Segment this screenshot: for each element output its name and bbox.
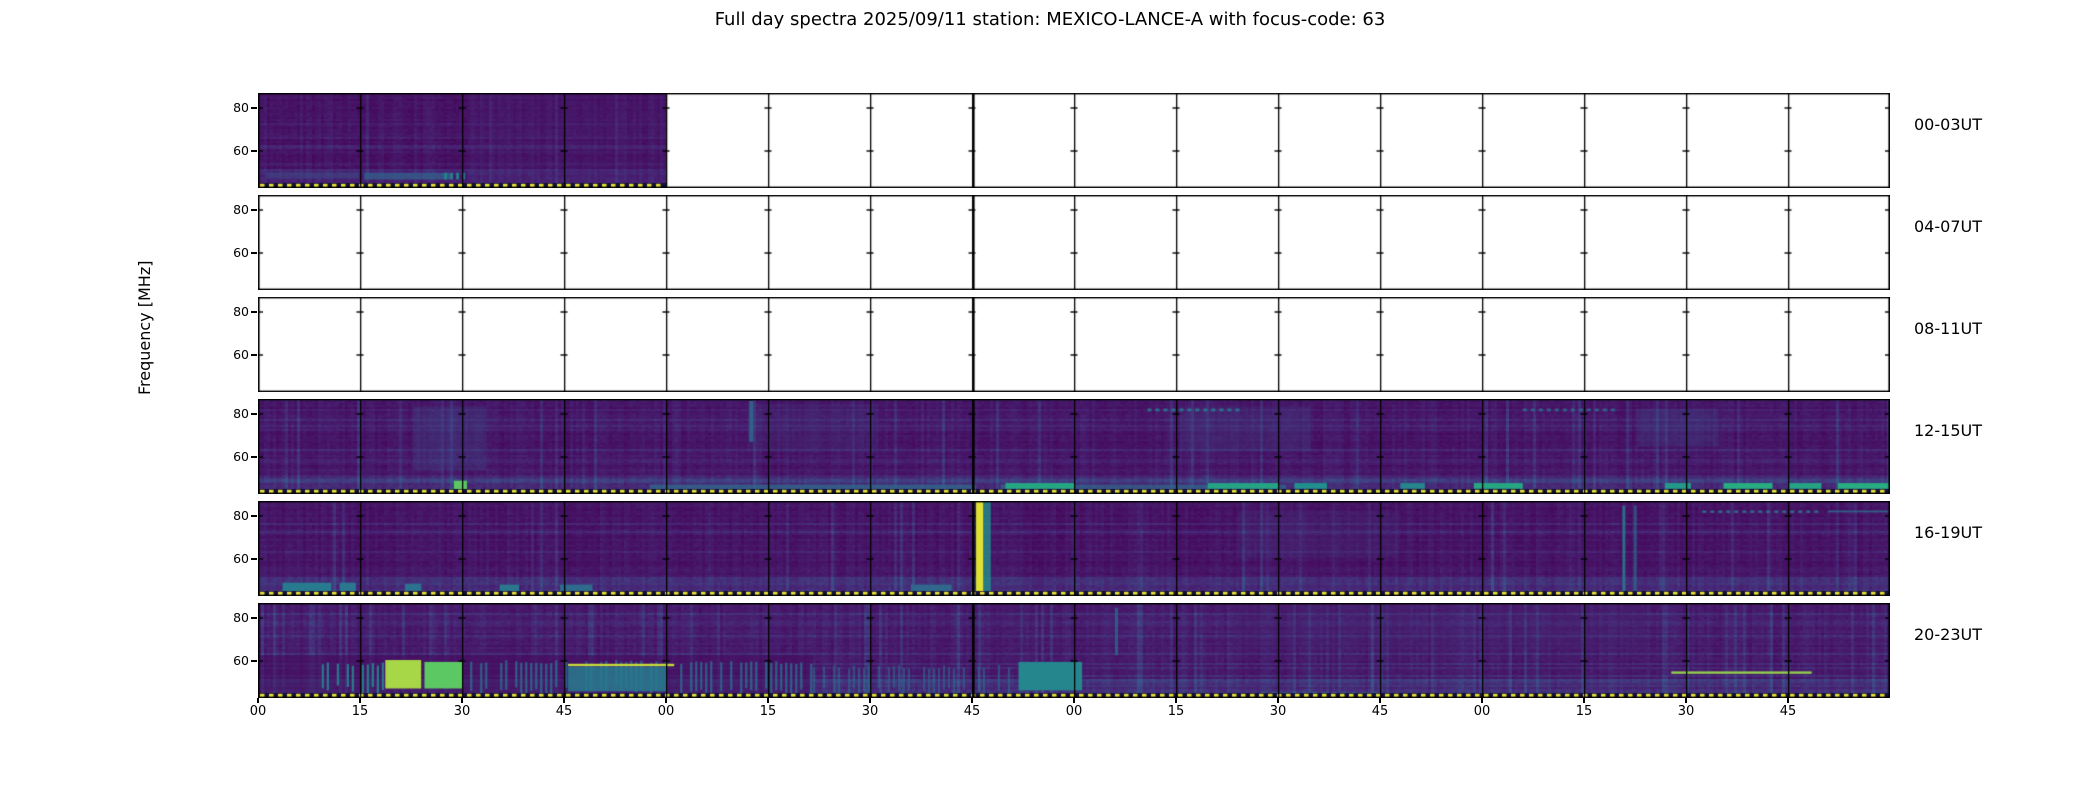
y-tick-mark-row4-60 — [251, 558, 257, 560]
y-tick-mark-row1-80 — [251, 209, 257, 211]
y-tick-mark-row0-80 — [251, 107, 257, 109]
x-tick-label-7: 45 — [963, 704, 981, 719]
x-tick-label-1: 15 — [351, 704, 369, 719]
x-tick-label-11: 45 — [1371, 704, 1389, 719]
x-tick-label-8: 00 — [1065, 704, 1083, 719]
x-tick-label-15: 45 — [1779, 704, 1797, 719]
y-tick-mark-row1-60 — [251, 252, 257, 254]
x-tick-label-6: 30 — [861, 704, 879, 719]
x-tick-mark-4 — [665, 698, 667, 703]
spectrogram-row-16-19ut — [258, 501, 1890, 596]
x-tick-label-3: 45 — [555, 704, 573, 719]
x-tick-label-5: 15 — [759, 704, 777, 719]
x-tick-label-10: 30 — [1269, 704, 1287, 719]
y-tick-mark-row0-60 — [251, 150, 257, 152]
x-tick-label-4: 00 — [657, 704, 675, 719]
y-tick-mark-row2-60 — [251, 354, 257, 356]
x-tick-mark-11 — [1379, 698, 1381, 703]
y-tick-label-80-row0: 80 — [233, 100, 249, 115]
x-tick-label-12: 00 — [1473, 704, 1491, 719]
x-tick-label-13: 15 — [1575, 704, 1593, 719]
x-tick-mark-15 — [1787, 698, 1789, 703]
x-tick-mark-1 — [359, 698, 361, 703]
y-tick-mark-row5-60 — [251, 660, 257, 662]
x-tick-label-2: 30 — [453, 704, 471, 719]
x-tick-mark-8 — [1073, 698, 1075, 703]
spectrogram-row-00-03ut — [258, 93, 1890, 188]
figure-title: Full day spectra 2025/09/11 station: MEX… — [714, 9, 1386, 30]
spectrogram-row-08-11ut — [258, 297, 1890, 392]
row-label-00-03ut: 00-03UT — [1914, 115, 1982, 134]
x-tick-mark-14 — [1685, 698, 1687, 703]
y-tick-label-80-row5: 80 — [233, 610, 249, 625]
y-tick-label-80-row1: 80 — [233, 202, 249, 217]
row-label-16-19ut: 16-19UT — [1914, 523, 1982, 542]
y-tick-label-80-row2: 80 — [233, 304, 249, 319]
x-tick-mark-7 — [971, 698, 973, 703]
y-tick-label-60-row2: 60 — [233, 347, 249, 362]
y-tick-label-60-row4: 60 — [233, 551, 249, 566]
x-tick-mark-5 — [767, 698, 769, 703]
y-tick-label-60-row3: 60 — [233, 449, 249, 464]
x-tick-label-14: 30 — [1677, 704, 1695, 719]
x-tick-label-0: 00 — [249, 704, 267, 719]
y-tick-label-80-row3: 80 — [233, 406, 249, 421]
row-label-12-15ut: 12-15UT — [1914, 421, 1982, 440]
row-label-04-07ut: 04-07UT — [1914, 217, 1982, 236]
y-tick-label-60-row5: 60 — [233, 653, 249, 668]
spectrogram-row-04-07ut — [258, 195, 1890, 290]
x-tick-mark-2 — [461, 698, 463, 703]
row-label-08-11ut: 08-11UT — [1914, 319, 1982, 338]
y-tick-label-80-row4: 80 — [233, 508, 249, 523]
y-tick-mark-row5-80 — [251, 617, 257, 619]
x-tick-mark-10 — [1277, 698, 1279, 703]
y-tick-mark-row3-60 — [251, 456, 257, 458]
x-tick-mark-12 — [1481, 698, 1483, 703]
x-tick-mark-9 — [1175, 698, 1177, 703]
x-tick-mark-0 — [257, 698, 259, 703]
x-tick-mark-6 — [869, 698, 871, 703]
x-tick-mark-3 — [563, 698, 565, 703]
row-label-20-23ut: 20-23UT — [1914, 625, 1982, 644]
y-tick-label-60-row0: 60 — [233, 143, 249, 158]
y-tick-mark-row4-80 — [251, 515, 257, 517]
y-tick-mark-row3-80 — [251, 413, 257, 415]
y-tick-mark-row2-80 — [251, 311, 257, 313]
spectrogram-row-20-23ut — [258, 603, 1890, 698]
x-tick-label-9: 15 — [1167, 704, 1185, 719]
spectrogram-row-12-15ut — [258, 399, 1890, 494]
x-tick-mark-13 — [1583, 698, 1585, 703]
y-tick-label-60-row1: 60 — [233, 245, 249, 260]
